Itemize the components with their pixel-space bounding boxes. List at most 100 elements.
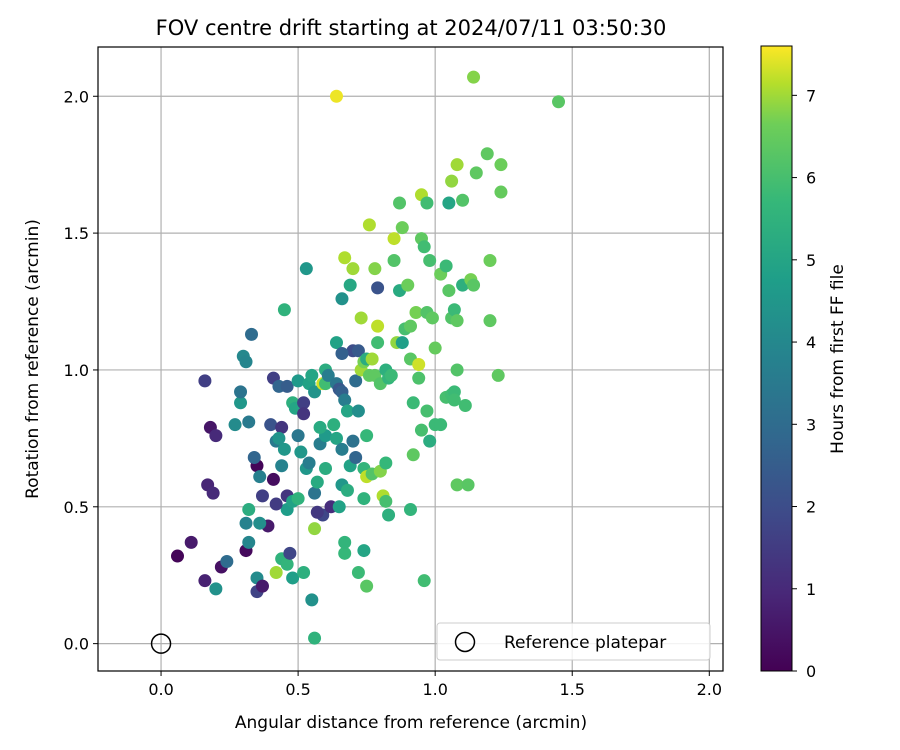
y-tick-label: 0.0 — [64, 635, 89, 654]
legend-box — [436, 622, 711, 661]
scatter-point — [209, 582, 223, 596]
scatter-point — [351, 404, 365, 418]
scatter-point — [297, 396, 311, 410]
scatter-point — [447, 303, 461, 317]
scatter-point — [362, 218, 376, 232]
scatter-point — [275, 420, 289, 434]
scatter-point — [308, 522, 322, 536]
scatter-point — [382, 508, 396, 522]
x-tick-label: 0.0 — [148, 680, 173, 699]
scatter-point — [404, 503, 417, 517]
scatter-point — [321, 368, 335, 382]
scatter-point — [335, 442, 349, 456]
scatter-point — [297, 407, 311, 421]
scatter-point — [395, 221, 409, 235]
scatter-point — [439, 259, 453, 273]
scatter-point — [329, 431, 343, 445]
colorbar-tick-label: 5 — [806, 251, 816, 270]
scatter-point — [425, 311, 439, 325]
scatter-point — [299, 262, 313, 276]
scatter-point — [327, 418, 341, 432]
scatter-point — [349, 374, 363, 388]
x-tick-label: 2.0 — [697, 680, 722, 699]
scatter-point — [338, 535, 352, 549]
scatter-point — [280, 557, 294, 571]
scatter-point — [297, 565, 311, 579]
scatter-point — [393, 196, 407, 210]
scatter-point — [414, 423, 428, 437]
scatter-point — [286, 571, 300, 585]
scatter-point — [198, 574, 212, 588]
scatter-point — [319, 461, 333, 475]
scatter-point — [247, 451, 261, 465]
scatter-point — [283, 546, 297, 560]
x-tick-label: 1.5 — [560, 680, 585, 699]
scatter-point — [409, 305, 423, 319]
scatter-point — [450, 363, 464, 377]
scatter-point — [423, 434, 437, 448]
scatter-point — [294, 445, 308, 459]
scatter-point — [447, 393, 461, 407]
scatter-point — [552, 95, 566, 109]
scatter-point — [305, 593, 319, 607]
scatter-point — [253, 470, 267, 484]
scatter-point — [360, 429, 374, 443]
colorbar-tick-label: 0 — [806, 662, 816, 681]
scatter-point — [417, 240, 431, 254]
legend: Reference platepar — [436, 622, 711, 661]
y-tick-label: 1.0 — [64, 361, 89, 380]
scatter-point — [220, 555, 234, 569]
scatter-point — [483, 253, 497, 267]
legend-label: Reference platepar — [504, 633, 666, 653]
scatter-point — [379, 494, 393, 508]
grid-lines — [98, 47, 723, 671]
scatter-point — [275, 459, 289, 473]
scatter-point — [269, 497, 283, 511]
scatter-point — [253, 516, 267, 530]
scatter-point — [404, 319, 417, 333]
scatter-point — [346, 262, 360, 276]
scatter-point — [332, 500, 346, 514]
scatter-point — [209, 429, 223, 443]
scatter-point — [269, 565, 283, 579]
scatter-point — [310, 505, 324, 519]
scatter-point — [234, 385, 248, 399]
scatter-point — [351, 565, 365, 579]
scatter-point — [357, 544, 371, 558]
scatter-point — [395, 336, 409, 350]
scatter-point — [198, 374, 212, 388]
scatter-point — [308, 486, 322, 500]
colorbar-tick-label: 2 — [806, 498, 816, 517]
x-tick-label: 1.0 — [422, 680, 447, 699]
legend-marker — [454, 631, 476, 653]
scatter-point — [480, 147, 494, 161]
y-axis-label: Rotation from reference (arcmin) — [23, 219, 43, 499]
scatter-point — [239, 355, 253, 369]
scatter-point — [412, 357, 426, 371]
scatter-point — [412, 371, 426, 385]
x-axis-ticks: 0.0 0.5 1.0 1.5 2.0 — [148, 671, 722, 699]
scatter-point — [365, 352, 379, 366]
scatter-point — [242, 503, 256, 517]
scatter-point — [340, 483, 354, 497]
scatter-point — [277, 303, 291, 317]
scatter-point — [445, 174, 459, 188]
scatter-point — [387, 253, 401, 267]
scatter-point — [456, 193, 470, 207]
scatter-point — [351, 344, 365, 358]
scatter-point — [255, 489, 269, 503]
scatter-point — [338, 251, 352, 265]
scatter-point — [302, 456, 316, 470]
colorbar: 0 1 2 3 4 5 6 7 Hours from first FF file — [760, 45, 848, 681]
chart-title: FOV centre drift starting at 2024/07/11 … — [156, 16, 667, 40]
plot-area-frame — [97, 46, 724, 672]
scatter-point — [184, 535, 198, 549]
colorbar-gradient — [760, 45, 793, 672]
scatter-point — [346, 434, 360, 448]
scatter-point — [371, 281, 385, 295]
scatter-point — [277, 442, 291, 456]
colorbar-label: Hours from first FF file — [828, 264, 848, 454]
scatter-point — [371, 319, 385, 333]
scatter-point — [467, 278, 481, 292]
